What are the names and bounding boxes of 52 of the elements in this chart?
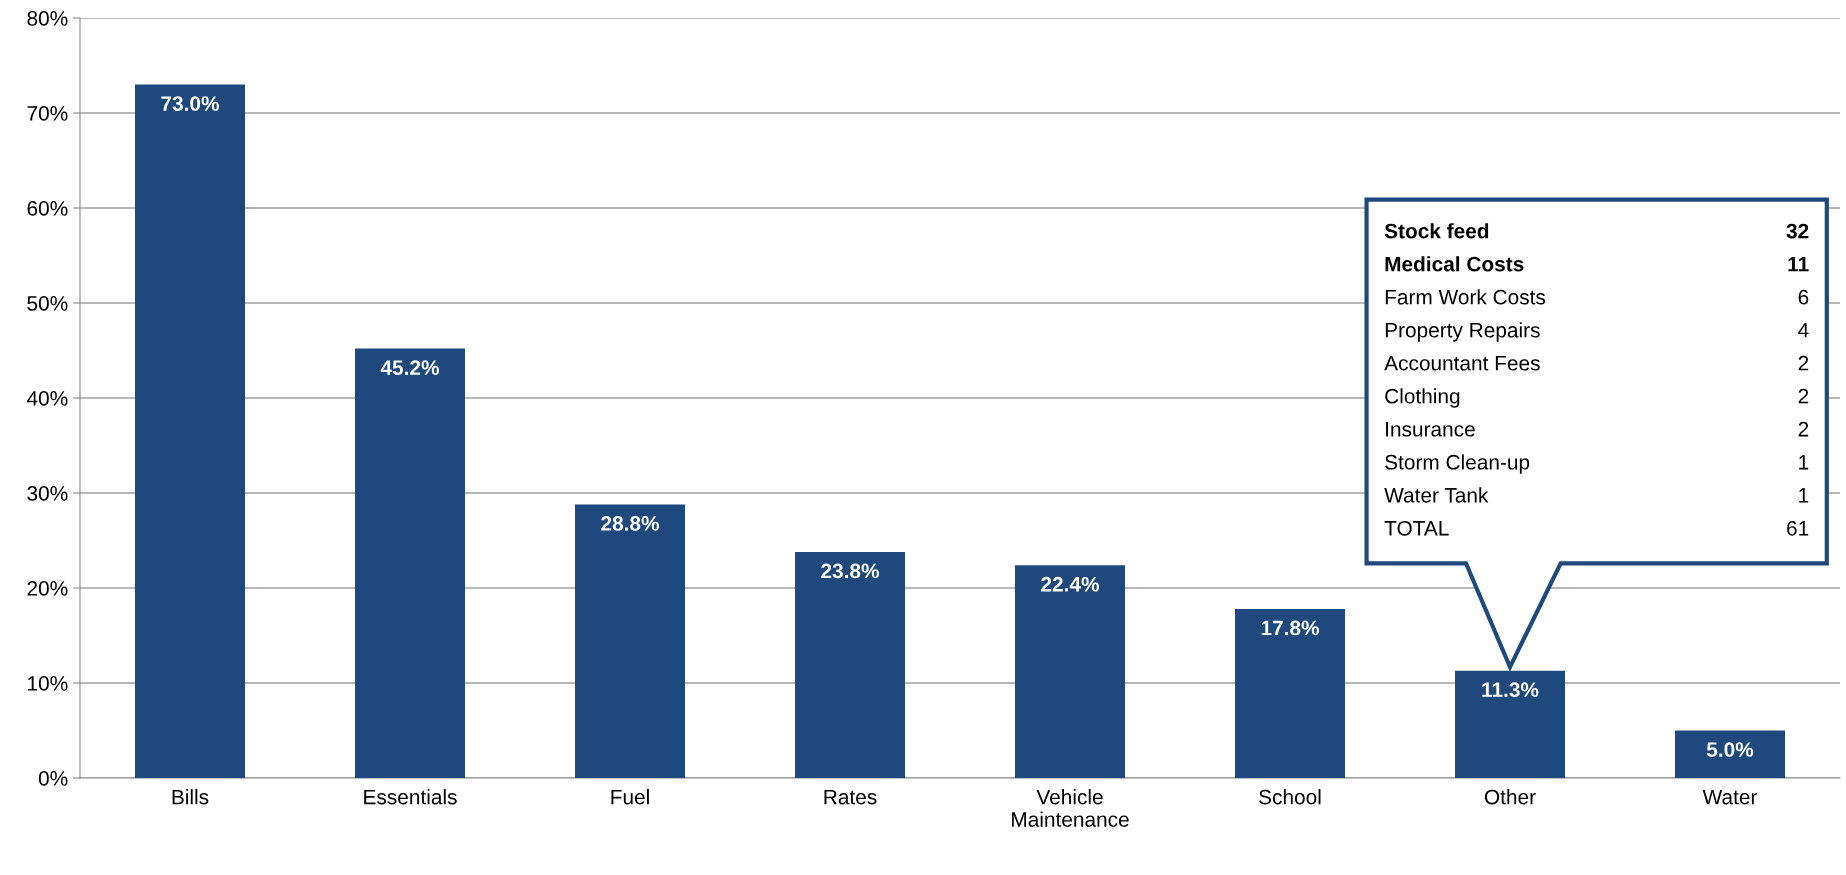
bar xyxy=(355,348,465,778)
annotation: 2 xyxy=(1798,421,1809,437)
data-label: 23.8% xyxy=(821,563,879,579)
y-tick-label: 80% xyxy=(27,11,68,26)
annotation: Insurance xyxy=(1386,422,1475,437)
data-label: 11.3% xyxy=(1482,682,1539,698)
y-tick-label: 40% xyxy=(26,391,68,406)
data-label: 22.4% xyxy=(1041,576,1099,592)
annotation: 61 xyxy=(1787,520,1809,536)
x-tick-label: Essentials xyxy=(364,789,457,805)
bar xyxy=(795,551,905,778)
annotation: Water Tank xyxy=(1384,487,1489,503)
y-tick-label: 60% xyxy=(27,201,68,216)
annotation: TOTAL xyxy=(1384,520,1449,536)
annotation: 2 xyxy=(1798,388,1809,404)
annotation: 6 xyxy=(1798,289,1809,305)
x-tick-label: Bills xyxy=(172,789,209,805)
annotation: Property Repairs xyxy=(1385,322,1540,342)
y-tick-label: 30% xyxy=(27,486,68,501)
y-tick-label: 50% xyxy=(27,296,68,311)
data-label: 45.2% xyxy=(380,360,439,376)
x-tick-label: Vehicle Maintenance xyxy=(1012,789,1129,827)
data-label: 28.8% xyxy=(601,516,659,531)
annotation: 1 xyxy=(1799,488,1809,503)
bar xyxy=(575,504,685,778)
bar xyxy=(1675,730,1785,778)
annotation: 1 xyxy=(1799,455,1809,470)
data-label: 5.0% xyxy=(1706,742,1754,757)
annotation: Medical Costs xyxy=(1385,256,1524,272)
x-tick-label: Water xyxy=(1702,789,1758,805)
annotation: Stock feed xyxy=(1384,223,1489,239)
x-tick-label: Fuel xyxy=(611,789,649,805)
y-tick-label: 10% xyxy=(28,676,68,691)
annotation: Storm Clean-up xyxy=(1385,454,1530,474)
annotation: 4 xyxy=(1798,322,1809,338)
x-tick-label: Other xyxy=(1484,789,1536,805)
y-tick-label: 70% xyxy=(27,106,68,121)
x-tick-label: School xyxy=(1259,789,1321,805)
annotation: Farm Work Costs xyxy=(1385,289,1546,305)
annotation: Clothing xyxy=(1385,388,1460,408)
bar xyxy=(1015,565,1125,778)
annotation: 2 xyxy=(1798,355,1809,371)
data-label: 73.0% xyxy=(161,96,219,111)
data-label: 17.8% xyxy=(1261,620,1319,636)
bar xyxy=(1235,608,1345,778)
bar xyxy=(135,84,245,778)
annotation: 32 xyxy=(1786,223,1809,239)
y-tick-label: 0% xyxy=(38,771,68,786)
annotation: Accountant Fees xyxy=(1384,356,1540,371)
y-tick-label: 20% xyxy=(27,581,68,596)
annotation: 11 xyxy=(1788,256,1809,272)
x-tick-label: Rates xyxy=(824,789,877,805)
